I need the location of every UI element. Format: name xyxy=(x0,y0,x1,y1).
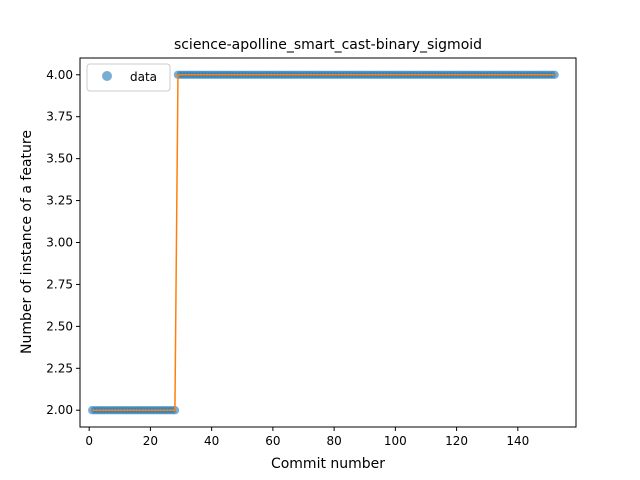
x-tick-label: 80 xyxy=(326,434,341,448)
x-tick-label: 140 xyxy=(506,434,529,448)
x-tick-label: 60 xyxy=(265,434,280,448)
chart-title: science-apolline_smart_cast-binary_sigmo… xyxy=(174,37,482,53)
legend-label-data: data xyxy=(130,70,157,84)
x-tick-label: 120 xyxy=(445,434,468,448)
y-tick-label: 3.50 xyxy=(46,152,73,166)
x-axis: 0 20 40 60 80 100 120 140 xyxy=(85,427,529,448)
x-tick-label: 40 xyxy=(204,434,219,448)
y-tick-label: 2.25 xyxy=(46,361,73,375)
y-axis-label: Number of instance of a feature xyxy=(19,130,35,354)
x-tick-label: 20 xyxy=(143,434,158,448)
y-tick-label: 2.75 xyxy=(46,277,73,291)
y-axis: 2.00 2.25 2.50 2.75 3.00 3.25 3.50 3.75 4.00 xyxy=(46,68,80,417)
y-tick-label: 3.00 xyxy=(46,236,73,250)
legend-marker-data xyxy=(102,71,112,81)
y-tick-label: 3.25 xyxy=(46,194,73,208)
x-axis-label: Commit number xyxy=(271,456,385,472)
x-tick-label: 0 xyxy=(85,434,93,448)
y-tick-label: 2.50 xyxy=(46,319,73,333)
y-tick-label: 4.00 xyxy=(46,68,73,82)
legend: data xyxy=(86,63,171,92)
y-tick-label: 2.00 xyxy=(46,403,73,417)
x-tick-label: 100 xyxy=(384,434,407,448)
y-tick-label: 3.75 xyxy=(46,110,73,124)
fit-line xyxy=(92,74,555,411)
plot-area xyxy=(88,70,559,415)
legend-box xyxy=(86,63,171,92)
